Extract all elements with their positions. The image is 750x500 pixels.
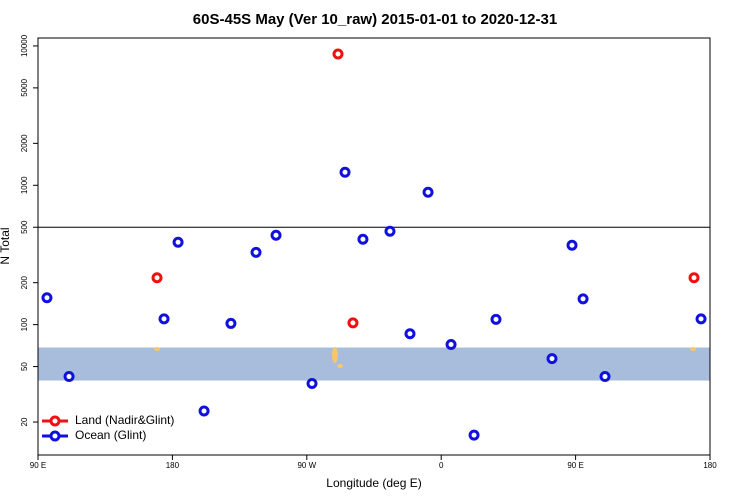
point — [250, 246, 262, 258]
point — [332, 48, 344, 60]
y-tick-label: 20 — [20, 417, 29, 426]
point — [270, 229, 282, 241]
point — [688, 272, 700, 284]
x-tick-label: 90 E — [30, 461, 46, 470]
point — [695, 313, 707, 325]
point — [151, 272, 163, 284]
y-tick-label: 2000 — [20, 134, 29, 152]
land-shape — [154, 347, 160, 351]
point — [577, 293, 589, 305]
y-tick-label: 1000 — [20, 176, 29, 194]
point — [63, 371, 75, 383]
point — [384, 225, 396, 237]
point — [339, 166, 351, 178]
point — [599, 371, 611, 383]
point — [445, 339, 457, 351]
point — [172, 236, 184, 248]
point — [198, 405, 210, 417]
land-shape — [690, 347, 696, 351]
land-shape — [337, 364, 343, 368]
point — [347, 317, 359, 329]
legend-label: Land (Nadir&Glint) — [75, 413, 174, 427]
y-tick-label: 5000 — [20, 78, 29, 96]
legend-marker — [49, 430, 61, 442]
legend-label: Ocean (Glint) — [75, 428, 146, 442]
point — [306, 378, 318, 390]
x-tick-label: 0 — [439, 461, 444, 470]
legend-marker — [49, 415, 61, 427]
point — [546, 353, 558, 365]
y-tick-label: 10000 — [20, 34, 29, 57]
y-tick-label: 50 — [20, 362, 29, 371]
point — [41, 292, 53, 304]
chart-title: 60S-45S May (Ver 10_raw) 2015-01-01 to 2… — [193, 11, 557, 28]
point — [357, 233, 369, 245]
x-tick-label: 180 — [166, 461, 180, 470]
y-tick-label: 100 — [20, 317, 29, 331]
point — [158, 313, 170, 325]
y-axis-label: N Total — [0, 227, 12, 264]
point — [490, 313, 502, 325]
y-tick-label: 200 — [20, 275, 29, 289]
x-tick-label: 180 — [703, 461, 717, 470]
shaded-band — [38, 347, 710, 381]
plot-frame — [37, 37, 711, 456]
point — [422, 186, 434, 198]
point — [225, 317, 237, 329]
point — [468, 429, 480, 441]
y-tick-label: 500 — [20, 220, 29, 234]
x-tick-label: 90 E — [567, 461, 583, 470]
point — [566, 239, 578, 251]
land-shape — [332, 347, 338, 363]
x-axis-label: Longitude (deg E) — [326, 476, 421, 490]
x-tick-label: 90 W — [297, 461, 316, 470]
point — [404, 328, 416, 340]
